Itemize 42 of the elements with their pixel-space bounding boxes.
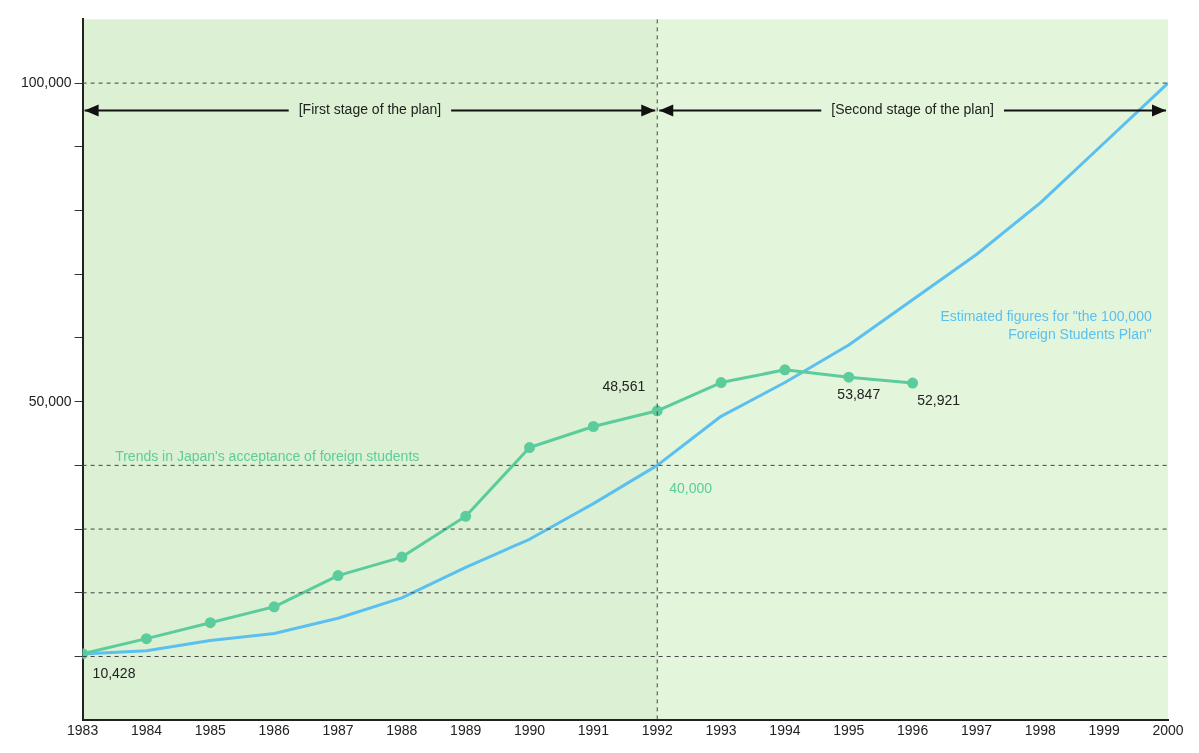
x-tick-label: 1996	[897, 722, 929, 739]
series-label: Estimated figures for "the 100,000 Foreign Students Plan"	[940, 307, 1152, 342]
x-tick-label: 1989	[450, 722, 482, 739]
point	[779, 364, 791, 376]
x-tick-label: 1991	[577, 722, 610, 739]
data-label: 53,847	[837, 386, 881, 403]
point	[268, 601, 280, 613]
point	[651, 405, 663, 417]
x-tick-label: 1994	[769, 722, 801, 739]
x-tick-label: 1992	[641, 722, 674, 739]
y-tick-label: 50,000	[28, 392, 72, 409]
x-tick-label: 1985	[194, 722, 227, 739]
point	[460, 510, 472, 522]
band-label: [Second stage of the plan]	[831, 101, 994, 118]
point	[843, 371, 855, 383]
x-tick-label: 1986	[258, 722, 290, 739]
x-tick-label: 1998	[1024, 722, 1057, 739]
x-tick-label: 1987	[322, 722, 354, 739]
x-tick-label: 1990	[513, 722, 546, 739]
point	[396, 551, 408, 563]
data-label: 40,000	[669, 480, 713, 497]
point	[715, 377, 727, 389]
data-label: 52,921	[917, 392, 961, 409]
x-tick-label: 1995	[833, 722, 865, 739]
x-tick-label: 1983	[67, 722, 99, 739]
point	[332, 570, 344, 582]
data-label: 48,561	[602, 377, 646, 394]
x-tick-label: 1984	[130, 722, 163, 739]
x-tick-label: 1993	[705, 722, 737, 739]
point	[524, 442, 536, 454]
x-tick-label: 1999	[1088, 722, 1120, 739]
band-label: [First stage of the plan]	[298, 101, 442, 118]
point	[140, 633, 152, 645]
data-label: 10,428	[92, 664, 136, 681]
point	[587, 421, 599, 432]
x-tick-label: 2000	[1152, 722, 1184, 739]
x-tick-label: 1988	[386, 722, 418, 739]
x-tick-label: 1997	[960, 722, 993, 739]
y-tick-label: 100,000	[21, 73, 72, 90]
point	[907, 377, 919, 389]
text: Trends in Japan's acceptance of foreign students	[115, 447, 420, 464]
point	[204, 617, 216, 629]
